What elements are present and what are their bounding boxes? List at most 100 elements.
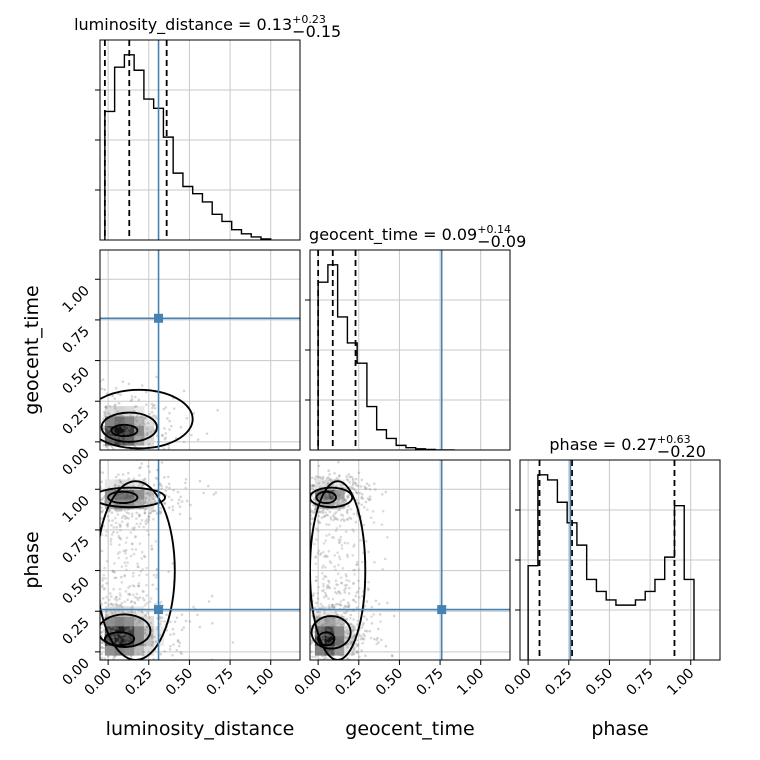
scatter-point: [317, 648, 321, 651]
scatter-point: [323, 625, 327, 629]
density-cell: [124, 499, 135, 510]
scatter-point: [145, 601, 149, 605]
scatter-point: [326, 482, 330, 485]
scatter-point: [110, 619, 114, 623]
scatter-point: [361, 641, 364, 645]
scatter-point: [328, 606, 331, 610]
scatter-point: [100, 510, 103, 514]
scatter-point: [324, 656, 328, 660]
scatter-point: [104, 534, 108, 537]
scatter-point: [327, 498, 330, 501]
scatter-point: [323, 611, 326, 615]
scatter-point: [326, 513, 330, 517]
scatter-point: [151, 583, 155, 587]
scatter-point: [133, 618, 137, 621]
scatter-point: [346, 657, 349, 660]
scatter-point: [126, 508, 130, 511]
scatter-point: [140, 633, 143, 636]
scatter-point: [104, 613, 108, 617]
scatter-point: [103, 412, 107, 415]
scatter-point: [356, 651, 359, 654]
density-cell: [104, 606, 116, 617]
scatter-point: [163, 620, 166, 623]
scatter-point: [336, 551, 339, 555]
scatter-point: [353, 481, 356, 484]
scatter-point: [324, 539, 328, 542]
scatter-point: [120, 633, 123, 637]
contour-line: [100, 411, 158, 443]
scatter-point: [100, 506, 103, 509]
scatter-point: [110, 603, 114, 606]
scatter-point: [113, 562, 116, 565]
scatter-point: [122, 621, 126, 625]
scatter-point: [159, 600, 163, 604]
scatter-point: [120, 633, 123, 637]
scatter-point: [108, 592, 112, 595]
scatter-point: [101, 597, 105, 600]
scatter-point: [100, 602, 103, 605]
scatter-point: [346, 511, 349, 515]
scatter-point: [140, 550, 144, 554]
scatter-point: [145, 634, 149, 637]
scatter-point: [344, 572, 348, 576]
scatter-point: [324, 495, 327, 498]
scatter-point: [338, 508, 342, 511]
scatter-point: [330, 603, 334, 607]
scatter-point: [141, 626, 145, 629]
scatter-point: [133, 405, 137, 409]
scatter-point: [103, 414, 106, 417]
scatter-point: [347, 604, 351, 608]
scatter-point: [114, 611, 117, 615]
scatter-point: [109, 537, 113, 541]
scatter-point: [118, 492, 122, 496]
scatter-point: [341, 517, 345, 521]
scatter-point: [139, 522, 142, 525]
scatter-point: [315, 601, 318, 605]
scatter-point: [323, 514, 327, 518]
scatter-point: [114, 617, 118, 621]
scatter-point: [333, 565, 336, 568]
scatter-point: [160, 461, 164, 464]
scatter-point: [114, 521, 118, 525]
scatter-point: [176, 490, 180, 494]
scatter-point: [131, 419, 134, 423]
scatter-point: [130, 398, 134, 401]
density-cell: [124, 606, 135, 617]
scatter-point: [359, 485, 363, 488]
scatter-point: [324, 593, 328, 597]
scatter-point: [112, 587, 115, 591]
scatter-point: [100, 585, 104, 589]
scatter-point: [116, 531, 119, 534]
scatter-point: [315, 615, 319, 618]
scatter-point: [386, 536, 389, 539]
scatter-point: [109, 543, 113, 546]
scatter-point: [345, 610, 349, 613]
scatter-point: [384, 644, 388, 648]
scatter-point: [325, 513, 328, 517]
scatter-point: [167, 570, 170, 573]
scatter-point: [327, 497, 330, 501]
scatter-point: [132, 477, 136, 481]
scatter-point: [366, 587, 370, 590]
scatter-point: [324, 496, 327, 500]
scatter-point: [144, 613, 147, 617]
scatter-point: [130, 655, 133, 658]
scatter-point: [103, 587, 106, 590]
scatter-point: [333, 624, 337, 628]
scatter-point: [129, 600, 133, 604]
scatter-point: [111, 519, 114, 522]
scatter-point: [377, 602, 381, 606]
contour-line: [315, 490, 337, 505]
density-cell: [104, 635, 116, 646]
scatter-point: [128, 593, 131, 596]
truth-marker: [154, 605, 164, 615]
scatter-point: [334, 603, 337, 606]
scatter-point: [321, 604, 324, 608]
scatter-point: [361, 623, 365, 627]
scatter-point: [139, 569, 143, 573]
scatter-point: [344, 636, 348, 640]
scatter-point: [351, 554, 355, 557]
scatter-point: [105, 426, 109, 430]
scatter-point: [124, 503, 128, 507]
scatter-point: [326, 633, 329, 637]
